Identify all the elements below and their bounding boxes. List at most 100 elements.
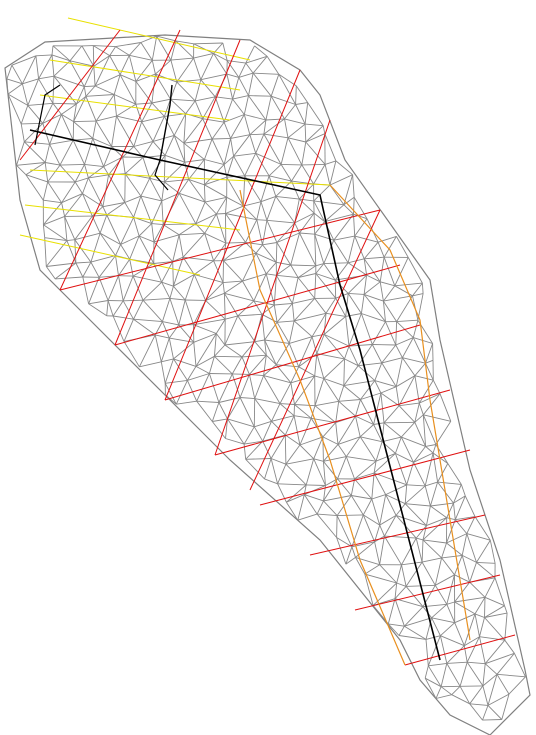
mesh-edge: [128, 55, 137, 82]
mesh-edge: [422, 414, 427, 447]
mesh-edge: [170, 98, 196, 102]
mesh-edge: [423, 414, 451, 422]
mesh-edge: [61, 103, 77, 115]
mesh-edge: [422, 525, 427, 541]
mesh-edge: [451, 685, 461, 696]
mesh-edge: [23, 141, 46, 163]
mesh-edge: [92, 138, 105, 167]
mesh-edge: [293, 312, 327, 322]
mesh-edge: [446, 645, 465, 664]
mesh-edge: [379, 494, 387, 526]
mesh-edge: [188, 178, 205, 186]
mesh-edge: [243, 426, 255, 445]
mesh-edge: [142, 297, 170, 301]
mesh-edge: [6, 65, 13, 80]
mesh-edge: [373, 424, 383, 442]
mesh-edge: [213, 242, 227, 262]
mesh-edge: [263, 133, 282, 165]
mesh-edge: [243, 205, 258, 221]
mesh-edge: [466, 661, 484, 687]
mesh-edge: [462, 554, 477, 563]
mesh-edge: [135, 73, 156, 82]
mesh-edge: [74, 239, 77, 264]
mesh-edge: [153, 224, 164, 243]
mesh-edge: [245, 440, 264, 460]
mesh-edge: [106, 300, 109, 316]
mesh-edge: [287, 137, 306, 143]
mesh-edge: [74, 164, 85, 183]
mesh-edge: [345, 456, 356, 480]
mesh-edge: [211, 121, 225, 140]
mesh-edge: [262, 220, 268, 245]
mesh-edge: [91, 215, 101, 234]
mesh-edge: [223, 280, 243, 284]
mesh-edge: [140, 42, 153, 61]
mesh-edge: [394, 436, 402, 454]
mesh-edge: [325, 312, 346, 317]
mesh-edge: [38, 54, 53, 80]
mesh-edge: [313, 458, 324, 462]
section-line: [404, 634, 516, 666]
mesh-edge: [347, 262, 367, 276]
mesh-edge: [115, 46, 130, 56]
mesh-edge: [22, 78, 39, 85]
mesh-edge: [238, 77, 249, 96]
mesh-edge: [422, 414, 437, 445]
mesh-edge: [74, 215, 93, 240]
mesh-edge: [440, 686, 452, 696]
mesh-edge: [212, 137, 231, 140]
mesh-edge: [447, 463, 462, 485]
mesh-edge: [372, 344, 396, 346]
mesh-edge: [446, 517, 456, 521]
mesh-edge: [61, 181, 76, 203]
mesh-edge: [255, 252, 277, 263]
mesh-edge: [260, 175, 270, 202]
mesh-edge: [211, 138, 225, 165]
mesh-edge: [193, 333, 217, 343]
mesh-edge: [88, 300, 109, 305]
mesh-edge: [183, 118, 204, 144]
mesh-edge: [218, 397, 241, 403]
mesh-edge: [196, 400, 219, 403]
mesh-edge: [313, 436, 324, 459]
mesh-edge: [383, 300, 397, 322]
mesh-edge: [374, 380, 382, 394]
mesh-edge: [343, 174, 354, 205]
mesh-edge: [425, 639, 429, 666]
mesh-edge: [223, 138, 232, 165]
mesh-edge: [54, 262, 77, 280]
mesh-edge: [311, 336, 318, 354]
mesh-edge: [424, 677, 442, 688]
mesh-edge: [351, 495, 372, 500]
mesh-edge: [116, 115, 142, 123]
mesh-edge: [204, 213, 217, 234]
mesh-edge: [374, 541, 381, 565]
section-line: [59, 29, 181, 291]
mesh-edge: [290, 264, 299, 278]
mesh-edge: [280, 137, 289, 165]
mesh-edge: [249, 354, 267, 375]
mesh-edge: [69, 60, 94, 67]
mesh-edge: [299, 198, 314, 202]
mesh-edge: [348, 344, 373, 347]
mesh-edge: [431, 617, 455, 624]
mesh-edge: [324, 204, 345, 222]
mesh-edge: [504, 605, 508, 614]
mesh-edge: [484, 605, 505, 618]
mesh-edge: [297, 273, 316, 279]
yellow-line: [39, 94, 231, 121]
mesh-edge: [119, 74, 137, 105]
mesh-edge: [398, 635, 427, 640]
mesh-edge: [324, 213, 354, 223]
mesh-edge: [276, 264, 291, 276]
mesh-edge: [394, 598, 405, 627]
mesh-edge: [260, 201, 268, 221]
mesh-edge: [95, 120, 112, 147]
mesh-edge: [239, 374, 250, 398]
mesh-edge: [93, 45, 116, 48]
mesh-edge: [292, 297, 315, 304]
mesh-edge: [425, 635, 441, 640]
mesh-edge: [141, 115, 165, 123]
mesh-edge: [401, 564, 407, 587]
